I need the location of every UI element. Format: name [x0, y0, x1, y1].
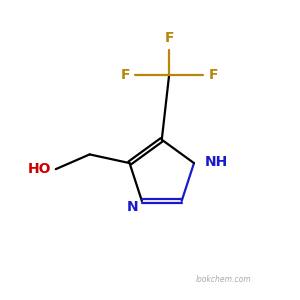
Text: F: F — [164, 31, 174, 45]
Text: F: F — [121, 68, 130, 82]
Text: N: N — [127, 200, 138, 214]
Text: HO: HO — [28, 162, 51, 176]
Text: lookchem.com: lookchem.com — [196, 275, 251, 284]
Text: F: F — [208, 68, 218, 82]
Text: NH: NH — [205, 154, 228, 169]
